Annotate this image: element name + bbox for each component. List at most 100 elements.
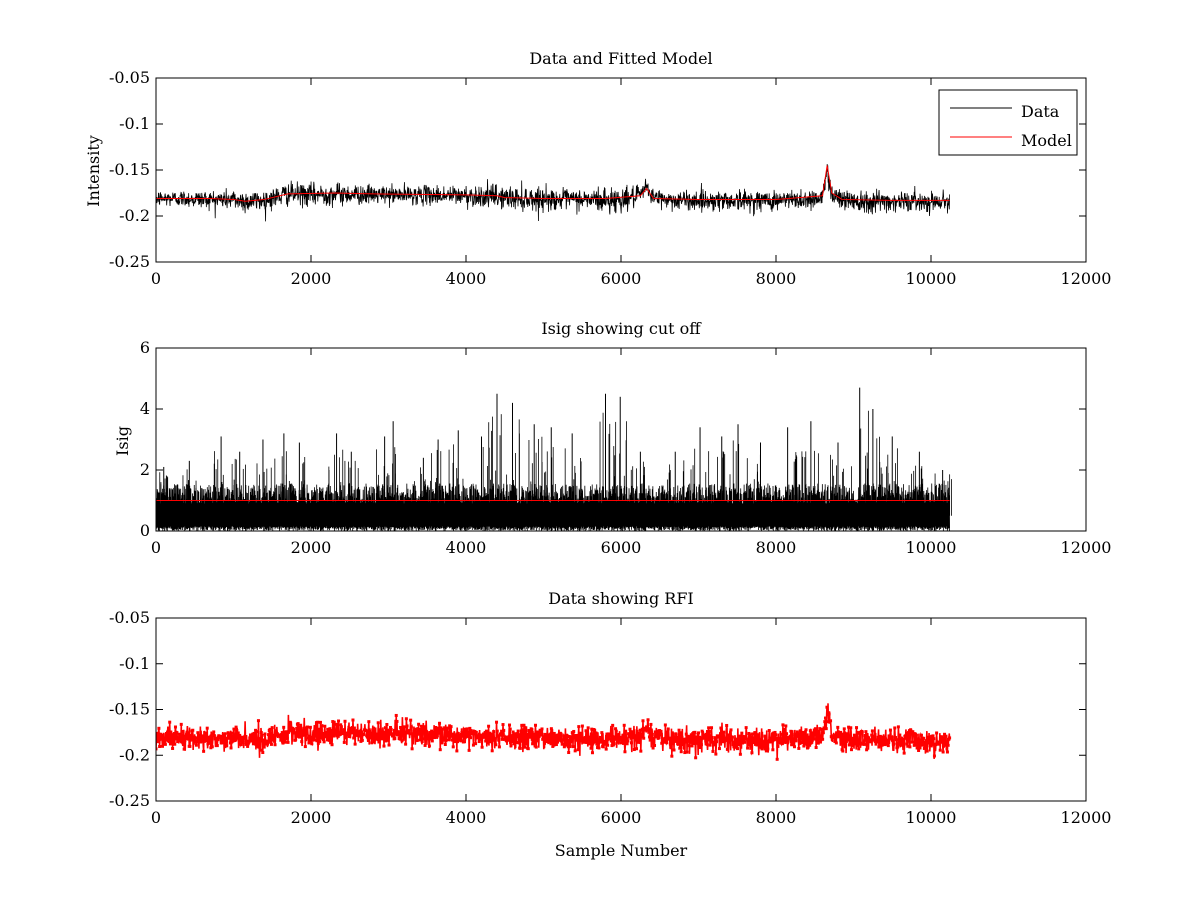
rfi-point <box>687 744 691 748</box>
rfi-point <box>303 733 307 737</box>
rfi-point <box>852 738 856 742</box>
rfi-point <box>788 735 792 739</box>
rfi-point <box>784 724 788 728</box>
axes-frame: 0 2000 4000 6000 8000 10000 12000 -0.05 -0.1 -0.1… <box>109 608 1111 827</box>
rfi-point <box>720 738 724 742</box>
rfi-point <box>901 737 905 741</box>
rfi-point <box>156 734 159 738</box>
rfi-point <box>739 734 743 738</box>
rfi-point <box>637 737 641 741</box>
rfi-point <box>409 725 413 729</box>
rfi-point <box>514 732 518 736</box>
rfi-point <box>211 732 215 736</box>
rfi-point <box>416 727 420 731</box>
rfi-point <box>551 744 555 748</box>
rfi-point <box>638 728 642 732</box>
rfi-point <box>311 738 315 742</box>
rfi-point <box>402 725 406 729</box>
rfi-point <box>206 742 210 746</box>
rfi-point <box>408 732 412 736</box>
rfi-point <box>470 732 474 736</box>
x-tick-label: 12000 <box>1061 808 1112 827</box>
rfi-point <box>824 716 828 720</box>
rfi-point <box>544 737 548 741</box>
rfi-point <box>391 733 395 737</box>
rfi-point <box>469 736 473 740</box>
rfi-point <box>338 732 342 736</box>
rfi-point <box>370 741 374 745</box>
rfi-point <box>804 728 808 732</box>
y-tick-label: -0.05 <box>109 608 150 627</box>
rfi-point <box>268 727 272 731</box>
rfi-point <box>227 732 231 736</box>
rfi-point <box>221 739 225 743</box>
rfi-point <box>725 747 729 751</box>
rfi-point <box>693 730 697 734</box>
rfi-point <box>774 733 778 737</box>
x-tick-label: 4000 <box>446 538 487 557</box>
rfi-point <box>740 731 744 735</box>
rfi-point <box>778 741 782 745</box>
rfi-point <box>820 727 824 731</box>
rfi-point <box>202 749 206 753</box>
y-tick-label: -0.2 <box>119 745 150 764</box>
rfi-point <box>434 726 438 729</box>
rfi-point <box>795 730 799 734</box>
rfi-point <box>613 735 617 739</box>
rfi-point <box>785 732 789 736</box>
rfi-point <box>585 740 589 744</box>
rfi-point <box>329 741 333 745</box>
rfi-point <box>281 741 285 745</box>
rfi-point <box>646 718 650 722</box>
rfi-point <box>686 734 690 738</box>
rfi-point <box>588 736 592 740</box>
rfi-point <box>302 726 306 730</box>
rfi-point <box>163 740 167 744</box>
rfi-point <box>525 742 529 746</box>
rfi-point <box>294 734 298 738</box>
rfi-point <box>616 740 620 744</box>
rfi-point <box>309 736 313 740</box>
rfi-point <box>597 746 601 750</box>
rfi-point <box>659 729 663 733</box>
rfi-point <box>577 725 581 729</box>
rfi-point <box>536 739 540 743</box>
y-axis-label: Isig <box>113 426 132 456</box>
rfi-point <box>628 727 632 731</box>
series-rfi-points <box>156 703 952 761</box>
rfi-point <box>249 733 253 737</box>
rfi-point <box>896 725 900 729</box>
rfi-point <box>657 735 661 739</box>
rfi-point <box>499 732 503 736</box>
legend-label-data: Data <box>1021 102 1060 121</box>
rfi-point <box>849 726 853 730</box>
plot-area <box>156 164 950 222</box>
rfi-point <box>304 738 308 742</box>
rfi-point <box>902 751 906 755</box>
rfi-point <box>552 731 556 735</box>
rfi-point <box>593 740 597 744</box>
rfi-point <box>562 745 566 749</box>
rfi-point <box>766 747 770 751</box>
rfi-point <box>559 732 563 736</box>
rfi-point <box>943 736 947 740</box>
rfi-point <box>180 729 184 733</box>
rfi-point <box>735 738 739 742</box>
rfi-point <box>906 731 910 735</box>
rfi-point <box>708 743 712 747</box>
rfi-point <box>879 743 883 747</box>
subplot-title: Isig showing cut off <box>541 319 702 338</box>
rfi-point <box>919 733 923 737</box>
rfi-point <box>754 740 758 744</box>
x-tick-label: 10000 <box>906 538 957 557</box>
rfi-point <box>241 740 245 744</box>
rfi-point <box>748 735 752 739</box>
rfi-point <box>713 743 717 747</box>
rfi-point <box>156 740 159 744</box>
rfi-point <box>232 727 236 731</box>
rfi-point <box>566 738 570 742</box>
rfi-point <box>489 740 493 744</box>
rfi-point <box>307 741 311 745</box>
rfi-point <box>313 734 317 738</box>
